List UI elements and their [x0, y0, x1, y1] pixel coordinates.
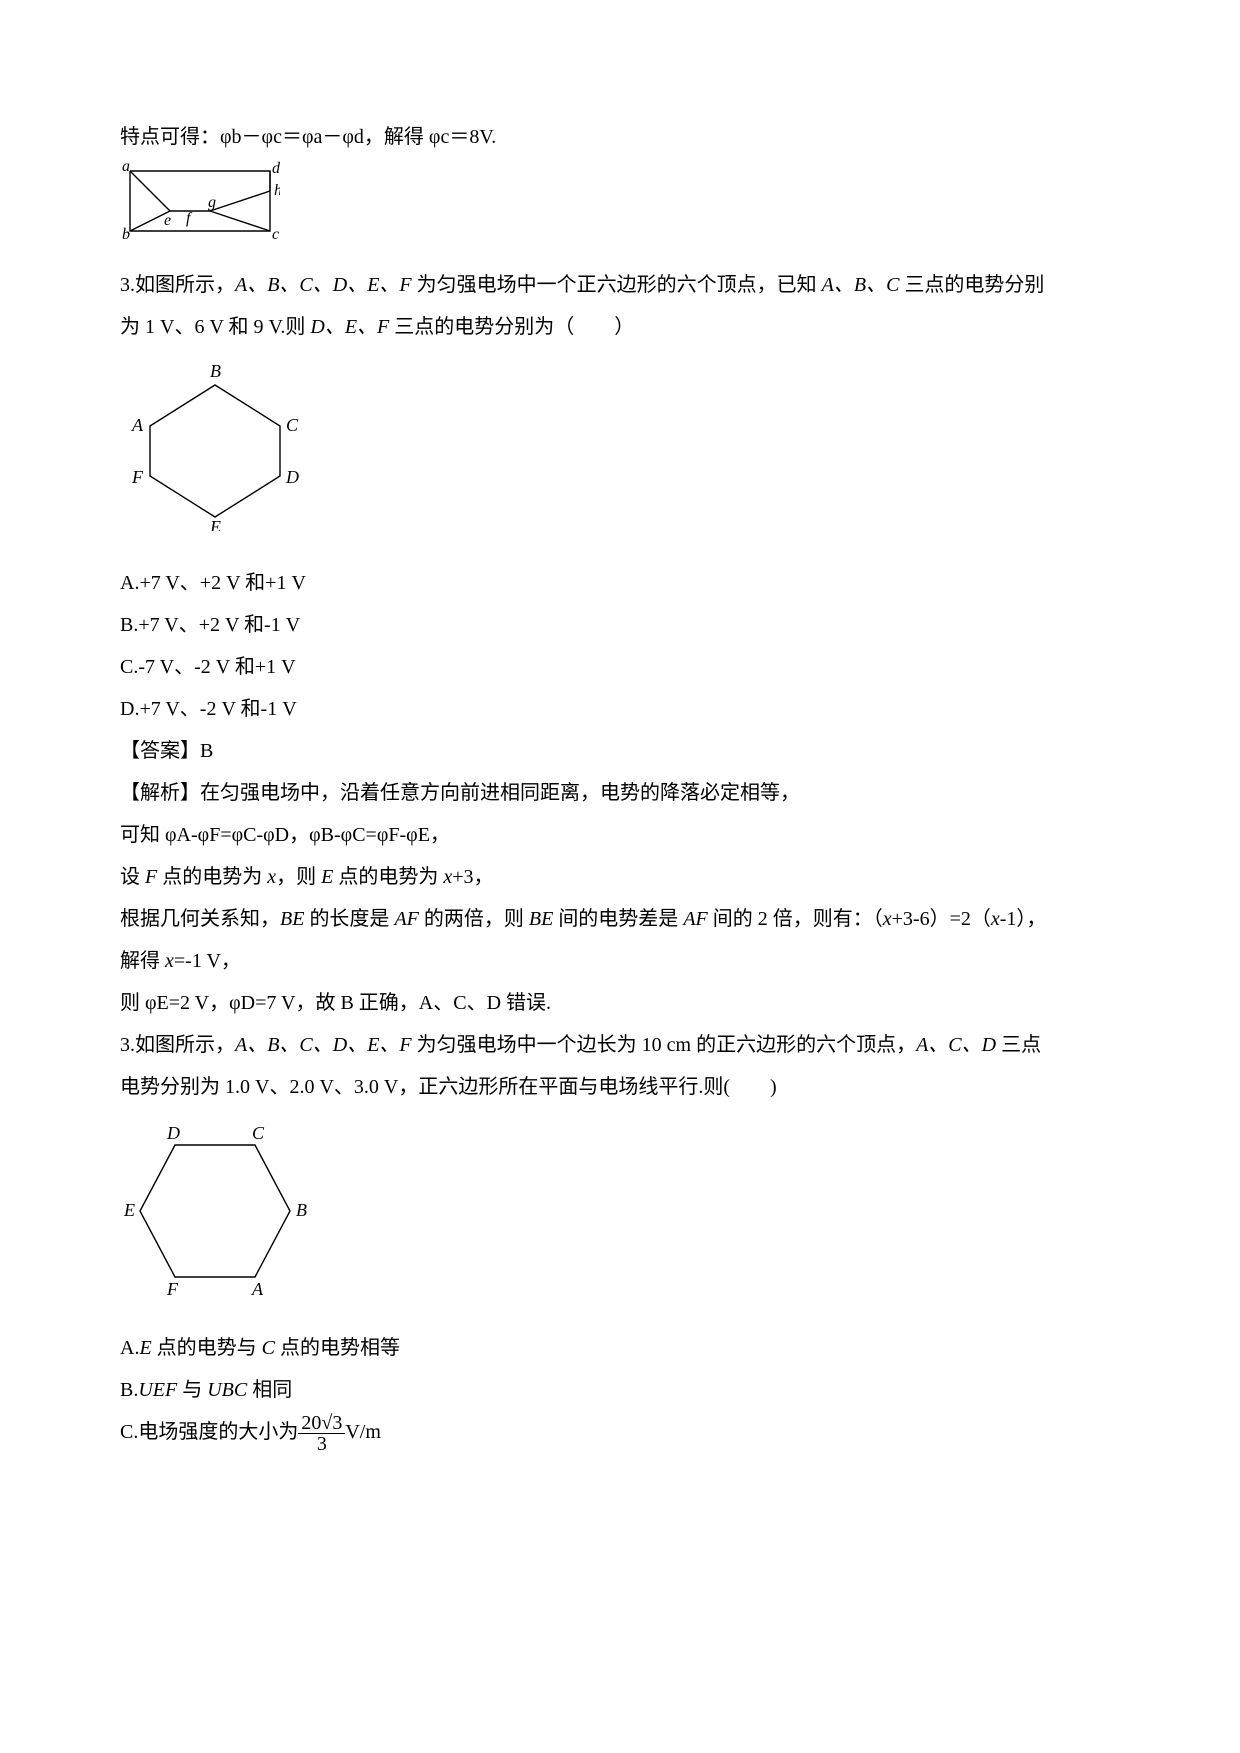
q3a-stem-line2: 为 1 V、6 V 和 9 V.则 D、E、F 三点的电势分别为（ ） — [120, 307, 1120, 347]
txt: 的长度是 — [304, 908, 394, 930]
var-x: x — [883, 908, 892, 930]
q3b-hex-E: E — [123, 1200, 135, 1220]
txt: -1）， — [1000, 908, 1047, 930]
q3a-stem-mid: 为匀强电场中一个正六边形的六个顶点，已知 — [412, 274, 822, 296]
txt: 点的电势为 — [157, 866, 267, 888]
q3a-option-B: B.+7 V、+2 V 和-1 V — [120, 605, 1120, 645]
q3b-stem-line1: 3.如图所示，A、B、C、D、E、F 为匀强电场中一个边长为 10 cm 的正六… — [120, 1025, 1120, 1065]
frac-den: 3 — [298, 1434, 345, 1454]
q3a-stem-l2-tail: 三点的电势分别为（ ） — [389, 316, 634, 338]
txt: 为匀强电场中一个边长为 10 cm 的正六边形的六个顶点， — [412, 1034, 916, 1056]
txt: =-1 V， — [174, 950, 241, 972]
fig1-label-f: f — [186, 210, 193, 227]
txt: +3-6）=2（ — [892, 908, 991, 930]
fig1-label-d: d — [272, 161, 280, 177]
var-x: x — [991, 908, 1000, 930]
q3a-hex-svg: A B C D E F — [120, 361, 310, 531]
q3b-hexagon: D C E B F A — [120, 1121, 1120, 1310]
var-C: C — [262, 1337, 275, 1359]
q3a-explain-l3: 设 F 点的电势为 x，则 E 点的电势为 x+3， — [120, 857, 1120, 897]
txt: 点的电势为 — [333, 866, 443, 888]
q3a-explain-l2: 可知 φA-φF=φC-φD，φB-φC=φF-φE， — [120, 815, 1120, 855]
page: 特点可得：φb－φc＝φa－φd，解得 φc＝8V. a d b c e f g — [0, 0, 1240, 1753]
var-E: E — [321, 866, 333, 888]
q3a-hexagon: A B C D E F — [120, 361, 1120, 545]
q3a-option-D: D.+7 V、-2 V 和-1 V — [120, 689, 1120, 729]
q3b-hex-F: F — [166, 1279, 179, 1296]
txt: 点的电势相等 — [275, 1337, 400, 1359]
txt: 解得 — [120, 950, 165, 972]
q3a-stem-line1: 3.如图所示，A、B、C、D、E、F 为匀强电场中一个正六边形的六个顶点，已知 … — [120, 265, 1120, 305]
q3a-answer: 【答案】B — [120, 731, 1120, 771]
fig1-svg: a d b c e f g h — [120, 161, 280, 241]
figure-1: a d b c e f g h — [120, 161, 1120, 255]
fig1-label-g: g — [208, 194, 216, 211]
q3a-stem-l2-vars: D、E、F — [310, 316, 389, 338]
fig1-label-a: a — [122, 161, 130, 175]
txt: 间的电势差是 — [553, 908, 683, 930]
q3b-hex-C: C — [252, 1123, 265, 1143]
fig1-label-h: h — [274, 182, 280, 199]
q3a-option-C: C.-7 V、-2 V 和+1 V — [120, 647, 1120, 687]
q3a-stem-l2-pre: 为 1 V、6 V 和 9 V.则 — [120, 316, 310, 338]
txt: +3， — [452, 866, 493, 888]
txt: 设 — [120, 866, 145, 888]
txt: 3.如图所示， — [120, 1034, 235, 1056]
q3a-explain-l6: 则 φE=2 V，φD=7 V，故 B 正确，A、C、D 错误. — [120, 983, 1120, 1023]
q3a-explain-l4: 根据几何关系知，BE 的长度是 AF 的两倍，则 BE 间的电势差是 AF 间的… — [120, 899, 1120, 939]
q3a-hex-A: A — [131, 415, 144, 435]
txt: 相同 — [247, 1379, 292, 1401]
txt: 的两倍，则 — [419, 908, 529, 930]
q3a-explain-l1: 【解析】在匀强电场中，沿着任意方向前进相同距离，电势的降落必定相等， — [120, 773, 1120, 813]
q3a-option-A: A.+7 V、+2 V 和+1 V — [120, 563, 1120, 603]
fraction-icon: 20√33 — [298, 1413, 345, 1454]
var-BE: BE — [280, 908, 304, 930]
var-AF: AF — [394, 908, 418, 930]
fig1-label-e: e — [164, 212, 171, 229]
txt: 与 — [177, 1379, 207, 1401]
fig1-label-b: b — [122, 226, 130, 241]
txt: A. — [120, 1337, 139, 1359]
txt: ，则 — [276, 866, 321, 888]
q3b-hex-B: B — [296, 1200, 307, 1220]
q3b-option-C: C.电场强度的大小为20√33V/m — [120, 1412, 1120, 1454]
var-x: x — [165, 950, 174, 972]
txt: 间的 2 倍，则有：（ — [708, 908, 883, 930]
q3a-stem-vars: A、B、C、D、E、F — [235, 274, 412, 296]
txt: V/m — [345, 1421, 381, 1443]
txt: B. — [120, 1379, 138, 1401]
var-UEF: UEF — [138, 1379, 177, 1401]
txt: 三点 — [996, 1034, 1041, 1056]
vars2: A、C、D — [916, 1034, 996, 1056]
q3a-hex-E: E — [209, 517, 221, 531]
var-UBC: UBC — [207, 1379, 247, 1401]
txt: 根据几何关系知， — [120, 908, 280, 930]
var-E: E — [139, 1337, 151, 1359]
q3b-stem-line2: 电势分别为 1.0 V、2.0 V、3.0 V，正六边形所在平面与电场线平行.则… — [120, 1067, 1120, 1107]
txt: 点的电势与 — [152, 1337, 262, 1359]
vars: A、B、C、D、E、F — [235, 1034, 412, 1056]
q3b-hex-D: D — [166, 1123, 180, 1143]
q3a-stem-prefix: 3.如图所示， — [120, 274, 235, 296]
var-AF: AF — [683, 908, 707, 930]
var-x: x — [443, 866, 452, 888]
q3b-option-A: A.E 点的电势与 C 点的电势相等 — [120, 1328, 1120, 1368]
q3b-hex-A: A — [251, 1279, 264, 1296]
q3a-hex-B: B — [210, 361, 221, 381]
txt: C.电场强度的大小为 — [120, 1421, 298, 1443]
q3a-hex-F: F — [131, 467, 144, 487]
fig1-label-c: c — [272, 226, 279, 241]
var-F: F — [145, 866, 157, 888]
q3a-explain-l5: 解得 x=-1 V， — [120, 941, 1120, 981]
var-BE: BE — [529, 908, 553, 930]
intro-line: 特点可得：φb－φc＝φa－φd，解得 φc＝8V. — [120, 117, 1120, 157]
q3b-hex-svg: D C E B F A — [120, 1121, 310, 1296]
q3a-hex-D: D — [285, 467, 299, 487]
frac-num: 20√3 — [298, 1413, 345, 1434]
q3b-option-B: B.UEF 与 UBC 相同 — [120, 1370, 1120, 1410]
q3a-stem-tail1: 三点的电势分别 — [899, 274, 1044, 296]
q3a-stem-known: A、B、C — [822, 274, 900, 296]
var-x: x — [267, 866, 276, 888]
q3a-hex-C: C — [286, 415, 299, 435]
